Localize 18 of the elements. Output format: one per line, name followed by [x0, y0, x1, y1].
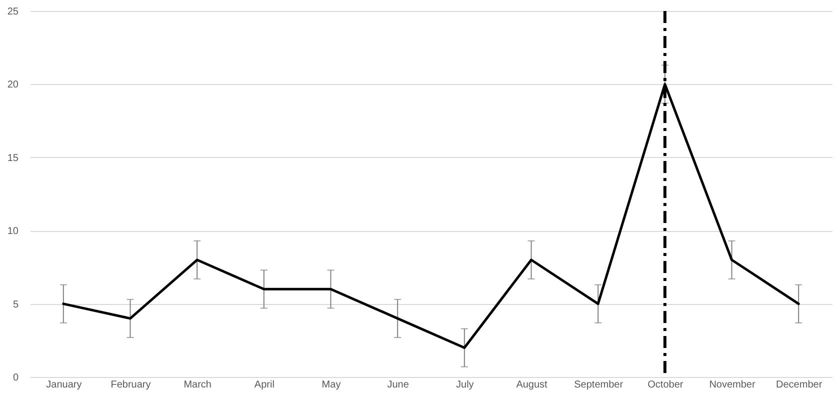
x-tick-label: March — [184, 380, 212, 390]
x-tick-label: June — [387, 380, 410, 390]
x-tick-label: December — [776, 380, 823, 390]
y-tick-label: 0 — [12, 372, 19, 384]
x-tick-label: October — [648, 380, 684, 390]
y-tick-label: 5 — [12, 299, 19, 310]
y-tick-label: 25 — [7, 6, 19, 18]
x-tick-label: May — [322, 380, 341, 390]
x-tick-label: September — [574, 380, 624, 390]
y-tick-label: 20 — [7, 80, 19, 91]
x-tick-label: November — [709, 380, 756, 390]
x-tick-label: January — [46, 380, 82, 390]
x-tick-label: August — [516, 380, 548, 390]
x-tick-label: April — [254, 380, 274, 390]
x-tick-label: February — [110, 380, 151, 390]
y-tick-label: 10 — [7, 226, 19, 238]
y-tick-label: 15 — [7, 152, 19, 164]
x-tick-label: July — [456, 380, 474, 390]
